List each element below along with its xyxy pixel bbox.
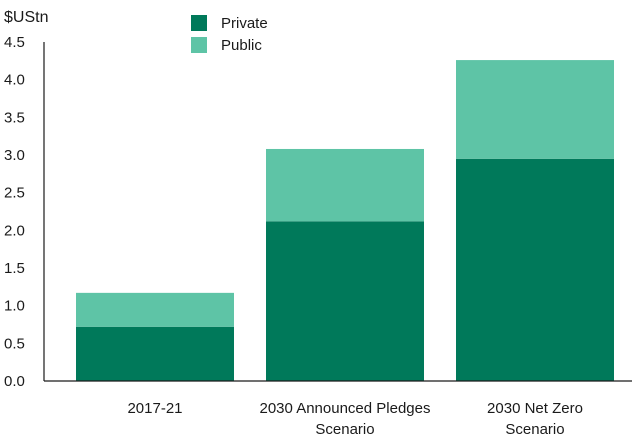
legend-label-private: Private [221,15,268,32]
y-tick-label: 4.5 [4,34,25,51]
category-label: Scenario [315,421,374,438]
y-axis-ticks: 0.0 0.5 1.0 1.5 2.0 2.5 3.0 3.5 4.0 4.5 [4,34,25,390]
y-tick-label: 3.0 [4,147,25,164]
category-label: Scenario [505,421,564,438]
category-label: 2017-21 [127,400,182,417]
legend-label-public: Public [221,37,262,54]
legend: Private Public [191,15,268,54]
bar-private-1 [266,221,424,381]
y-tick-label: 0.0 [4,373,25,390]
y-tick-label: 2.5 [4,185,25,202]
bars-group [76,60,614,381]
y-tick-label: 3.5 [4,109,25,126]
y-tick-label: 4.0 [4,72,25,89]
bar-public-0 [76,292,234,327]
category-label: 2030 Net Zero [487,400,583,417]
y-tick-label: 1.0 [4,298,25,315]
y-tick-label: 2.0 [4,222,25,239]
bar-private-2 [456,158,614,381]
legend-swatch-private [191,15,207,31]
bar-public-2 [456,60,614,159]
y-tick-label: 0.5 [4,335,25,352]
legend-swatch-public [191,37,207,53]
category-labels: 2017-21 2030 Announced Pledges Scenario 203… [127,400,582,438]
category-label: 2030 Announced Pledges [260,400,431,417]
bar-private-0 [76,326,234,381]
bar-public-1 [266,148,424,222]
y-axis-unit-label: $UStn [4,9,48,26]
y-tick-label: 1.5 [4,260,25,277]
